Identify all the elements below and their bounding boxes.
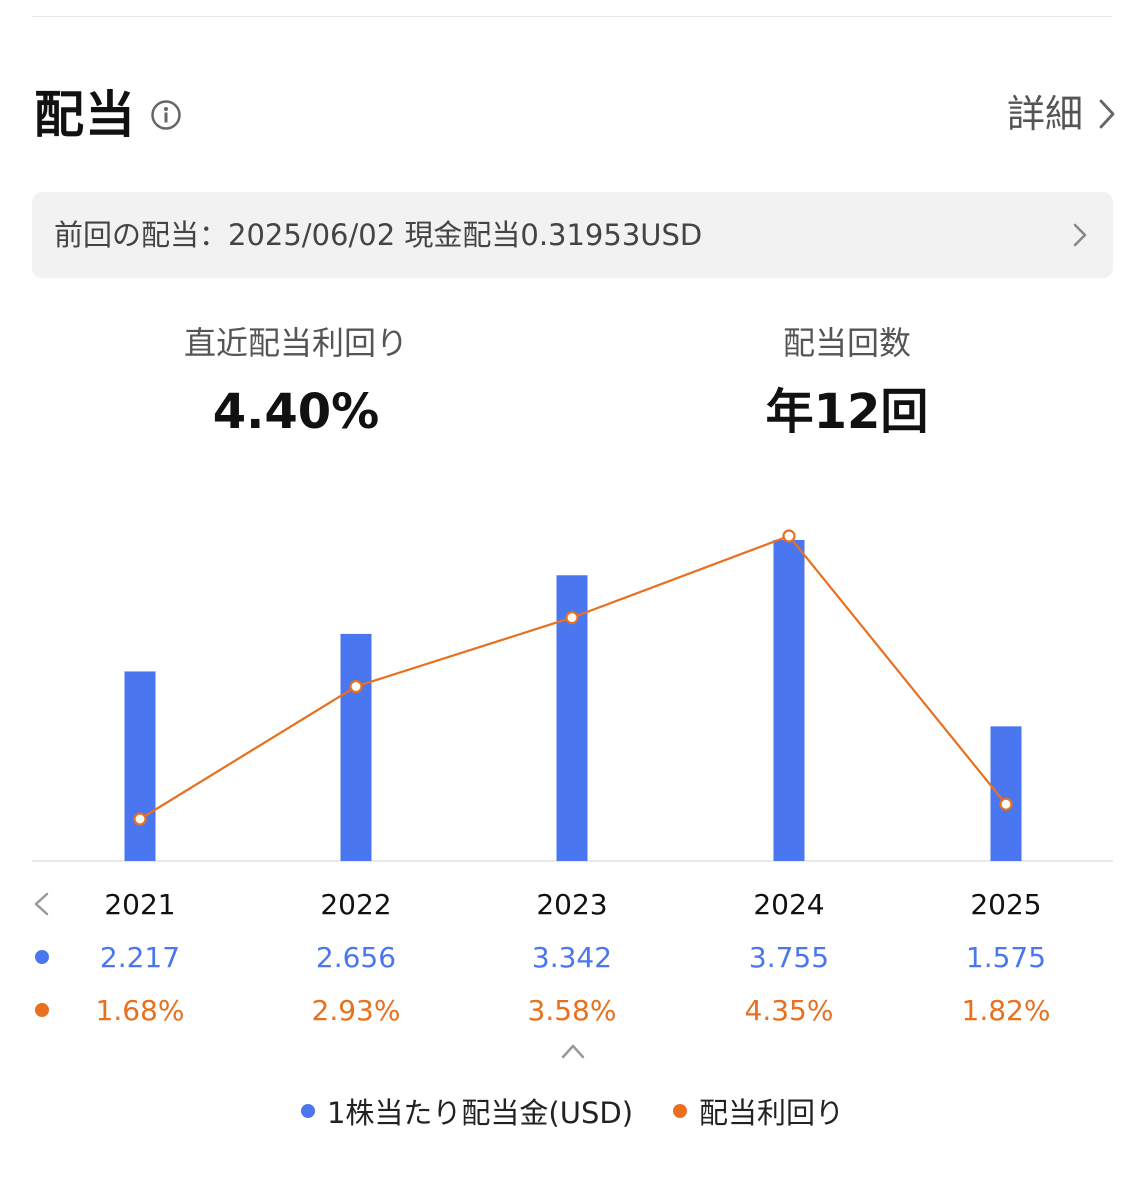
kpi-count-label: 配当回数 [782,324,911,362]
yield-point-2021[interactable] [133,812,147,826]
top-divider [32,16,1112,17]
section-title: 配当 [34,86,136,144]
yield-value-label: 1.68% [96,994,185,1027]
yield-point-2025[interactable] [999,797,1013,811]
yield-point-2023[interactable] [565,610,579,625]
yield-value-label: 1.82% [962,994,1051,1027]
kpi-yield-value: 4.40% [212,384,380,440]
kpi-dividend-count: 配当回数 年12回 [647,320,1047,452]
dps-bar-2024[interactable] [773,539,805,861]
yield-value-label: 2.93% [312,994,401,1027]
x-tick-label: 2024 [753,888,824,921]
chart-legend: 1株当たり配当金(USD) 配当利回り [0,1090,1145,1132]
chevron-up-icon[interactable] [561,1044,585,1059]
chevron-left-icon[interactable] [34,892,49,916]
legend-dot-dps [300,1104,315,1118]
last-dividend-text: 前回の配当：2025/06/02 現金配当0.31953USD [54,218,703,252]
detail-link[interactable]: 詳細 [1007,86,1115,142]
legend-item-dps[interactable]: 1株当たり配当金(USD) [300,1090,634,1132]
yield-point-2024[interactable] [782,529,796,543]
yield-row-marker [35,1003,49,1017]
legend-label-dps: 1株当たり配当金(USD) [326,1096,634,1130]
x-tick-label: 2023 [536,888,607,921]
legend-label-yield: 配当利回り [699,1096,845,1130]
dividend-chart: 2021 2022 2023 2024 2025 2.217 2.656 3.342 3.75… [32,529,1113,1059]
legend-dot-yield [673,1104,688,1118]
dps-row-marker [35,950,49,964]
kpi-recent-yield: 直近配当利回り 4.40% [96,320,496,452]
dps-bar-2025[interactable] [990,726,1022,861]
info-icon[interactable] [150,99,182,131]
legend-item-yield[interactable]: 配当利回り [673,1090,844,1132]
kpi-yield-label: 直近配当利回り [183,324,408,362]
dps-value-label: 1.575 [966,941,1046,974]
kpi-count-value: 年12回 [765,384,929,440]
yield-value-label: 4.35% [745,994,834,1027]
last-dividend-bar[interactable]: 前回の配当：2025/06/02 現金配当0.31953USD [32,192,1113,278]
dps-value-label: 3.342 [532,941,612,974]
dps-value-label: 2.217 [100,941,180,974]
dps-bar-2022[interactable] [340,633,372,861]
yield-value-label: 3.58% [528,994,617,1027]
dps-value-label: 3.755 [749,941,829,974]
dps-bar-2021[interactable] [124,671,156,861]
yield-point-2022[interactable] [349,679,363,694]
x-tick-label: 2025 [970,888,1041,921]
chevron-right-icon [1099,99,1115,129]
x-tick-label: 2022 [320,888,391,921]
detail-label: 詳細 [1006,92,1083,136]
dps-value-label: 2.656 [316,941,396,974]
chevron-right-icon [1073,223,1087,247]
x-tick-label: 2021 [104,888,175,921]
